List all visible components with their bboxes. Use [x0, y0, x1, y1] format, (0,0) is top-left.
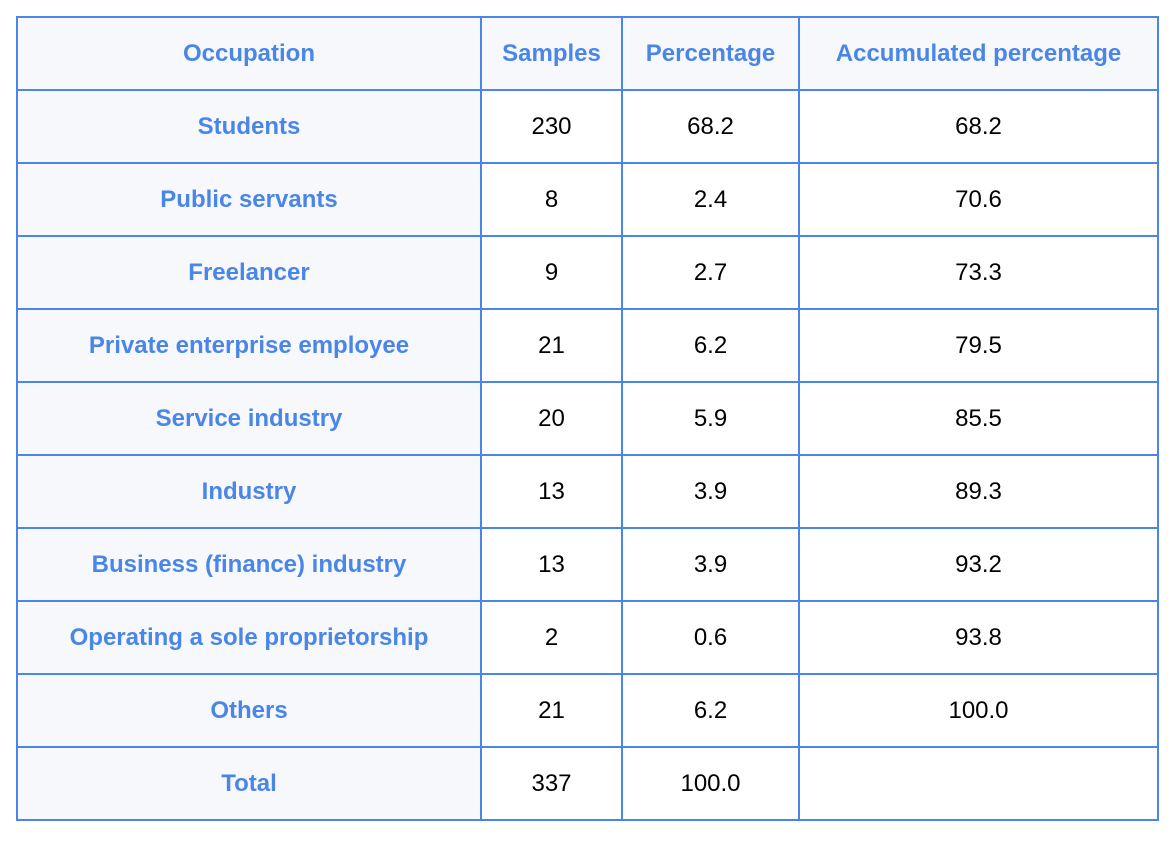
percentage-cell: 3.9: [621, 527, 800, 602]
samples-cell: 8: [480, 162, 623, 237]
percentage-cell: 6.2: [621, 308, 800, 383]
accumulated-cell: 85.5: [798, 381, 1159, 456]
header-row: Occupation Samples Percentage Accumulate…: [16, 16, 1159, 91]
occupation-table: Occupation Samples Percentage Accumulate…: [16, 16, 1159, 821]
header-accumulated-percentage: Accumulated percentage: [798, 16, 1159, 91]
table-row: Students 230 68.2 68.2: [16, 89, 1159, 164]
samples-cell: 13: [480, 454, 623, 529]
occupation-cell: Students: [16, 89, 482, 164]
samples-cell: 2: [480, 600, 623, 675]
table-row: Industry 13 3.9 89.3: [16, 454, 1159, 529]
table-row: Business (finance) industry 13 3.9 93.2: [16, 527, 1159, 602]
percentage-cell: 0.6: [621, 600, 800, 675]
occupation-cell: Others: [16, 673, 482, 748]
header-percentage: Percentage: [621, 16, 800, 91]
accumulated-cell: 68.2: [798, 89, 1159, 164]
percentage-cell: 6.2: [621, 673, 800, 748]
accumulated-cell: 89.3: [798, 454, 1159, 529]
header-occupation: Occupation: [16, 16, 482, 91]
total-label-cell: Total: [16, 746, 482, 821]
accumulated-cell: 73.3: [798, 235, 1159, 310]
total-accumulated-cell: [798, 746, 1159, 821]
accumulated-cell: 100.0: [798, 673, 1159, 748]
accumulated-cell: 79.5: [798, 308, 1159, 383]
accumulated-cell: 93.2: [798, 527, 1159, 602]
total-percentage-cell: 100.0: [621, 746, 800, 821]
percentage-cell: 2.7: [621, 235, 800, 310]
table-row: Service industry 20 5.9 85.5: [16, 381, 1159, 456]
occupation-cell: Private enterprise employee: [16, 308, 482, 383]
table-row: Private enterprise employee 21 6.2 79.5: [16, 308, 1159, 383]
occupation-cell: Freelancer: [16, 235, 482, 310]
occupation-cell: Industry: [16, 454, 482, 529]
total-row: Total 337 100.0: [16, 746, 1159, 821]
percentage-cell: 68.2: [621, 89, 800, 164]
samples-cell: 21: [480, 673, 623, 748]
samples-cell: 9: [480, 235, 623, 310]
table-row: Freelancer 9 2.7 73.3: [16, 235, 1159, 310]
percentage-cell: 3.9: [621, 454, 800, 529]
header-samples: Samples: [480, 16, 623, 91]
occupation-cell: Public servants: [16, 162, 482, 237]
percentage-cell: 2.4: [621, 162, 800, 237]
accumulated-cell: 70.6: [798, 162, 1159, 237]
samples-cell: 20: [480, 381, 623, 456]
accumulated-cell: 93.8: [798, 600, 1159, 675]
table-row: Others 21 6.2 100.0: [16, 673, 1159, 748]
table-row: Public servants 8 2.4 70.6: [16, 162, 1159, 237]
percentage-cell: 5.9: [621, 381, 800, 456]
occupation-cell: Business (finance) industry: [16, 527, 482, 602]
occupation-cell: Service industry: [16, 381, 482, 456]
samples-cell: 230: [480, 89, 623, 164]
samples-cell: 13: [480, 527, 623, 602]
total-samples-cell: 337: [480, 746, 623, 821]
occupation-cell: Operating a sole proprietorship: [16, 600, 482, 675]
samples-cell: 21: [480, 308, 623, 383]
table-row: Operating a sole proprietorship 2 0.6 93…: [16, 600, 1159, 675]
